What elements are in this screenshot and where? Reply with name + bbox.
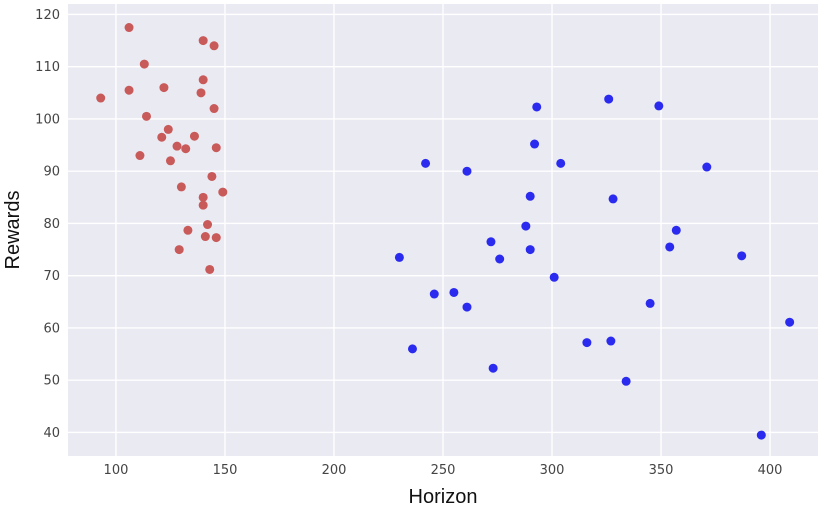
data-point-series-1	[218, 187, 228, 197]
y-tick-label: 70	[43, 269, 60, 284]
data-point-series-2	[462, 166, 472, 176]
y-axis-title: Rewards	[2, 191, 24, 270]
x-tick-label: 300	[540, 463, 565, 478]
data-point-series-1	[124, 85, 134, 95]
data-point-series-2	[407, 344, 417, 354]
data-point-series-1	[157, 132, 167, 142]
data-point-series-2	[525, 245, 535, 255]
x-tick-label: 200	[322, 463, 347, 478]
data-point-series-2	[495, 254, 505, 264]
data-point-series-2	[462, 302, 472, 312]
data-point-series-2	[604, 94, 614, 104]
data-point-series-1	[163, 124, 173, 134]
data-point-series-1	[135, 151, 145, 161]
data-point-series-2	[621, 376, 631, 386]
data-point-series-2	[654, 101, 664, 111]
data-point-series-1	[198, 36, 208, 46]
data-point-series-2	[737, 251, 747, 261]
data-point-series-1	[189, 131, 199, 141]
data-point-series-1	[211, 143, 221, 153]
data-point-series-1	[165, 156, 175, 166]
data-point-series-1	[172, 141, 182, 151]
y-tick-label: 120	[35, 8, 60, 23]
data-point-series-2	[606, 336, 616, 346]
data-point-series-1	[200, 232, 210, 242]
x-tick-label: 350	[649, 463, 674, 478]
data-point-series-1	[198, 200, 208, 210]
data-point-series-2	[785, 317, 795, 327]
y-tick-label: 90	[43, 165, 60, 180]
data-point-series-2	[429, 289, 439, 299]
x-tick-label: 150	[213, 463, 238, 478]
data-point-series-2	[671, 225, 681, 235]
data-point-series-2	[488, 363, 498, 373]
data-point-series-2	[549, 272, 559, 282]
data-point-series-1	[196, 88, 206, 98]
data-point-series-2	[756, 430, 766, 440]
x-axis-title: Horizon	[409, 486, 478, 507]
data-point-series-1	[159, 83, 169, 93]
y-tick-label: 60	[43, 321, 60, 336]
data-point-series-1	[198, 192, 208, 202]
data-point-series-2	[394, 252, 404, 262]
data-point-series-1	[183, 225, 193, 235]
data-point-series-2	[556, 158, 566, 168]
data-point-series-1	[211, 233, 221, 243]
data-point-series-1	[174, 245, 184, 255]
data-point-series-1	[139, 59, 149, 69]
data-point-series-2	[608, 194, 618, 204]
data-point-series-2	[645, 298, 655, 308]
data-point-series-2	[582, 338, 592, 348]
y-tick-label: 50	[43, 374, 60, 389]
data-point-series-1	[181, 144, 191, 154]
data-point-series-2	[702, 162, 712, 172]
data-point-series-1	[205, 264, 215, 274]
data-point-series-1	[141, 111, 151, 121]
data-point-series-1	[207, 171, 217, 181]
y-tick-label: 100	[35, 112, 60, 127]
x-tick-label: 400	[758, 463, 783, 478]
data-point-series-1	[198, 75, 208, 85]
data-point-series-2	[532, 102, 542, 112]
data-point-series-2	[525, 191, 535, 201]
y-tick-label: 40	[43, 426, 60, 441]
x-tick-label: 250	[431, 463, 456, 478]
data-point-series-1	[203, 220, 213, 230]
x-tick-label: 100	[104, 463, 129, 478]
data-point-series-1	[209, 104, 219, 114]
data-point-series-1	[124, 23, 134, 33]
data-point-series-2	[530, 139, 540, 149]
data-point-series-2	[486, 237, 496, 247]
data-point-series-1	[96, 93, 106, 103]
x-axis-ticks: 100 150 200 250 300 350 400	[104, 463, 783, 478]
y-tick-label: 110	[35, 60, 60, 75]
data-point-series-2	[449, 287, 459, 297]
data-point-series-2	[665, 242, 675, 252]
grid-lines	[68, 4, 818, 456]
y-tick-label: 80	[43, 217, 60, 232]
data-point-series-2	[421, 158, 431, 168]
data-point-series-1	[209, 41, 219, 51]
y-axis-ticks: 40 50 60 70 80 90 100 110 120	[35, 8, 60, 441]
data-point-series-2	[521, 221, 531, 231]
data-point-series-1	[176, 182, 186, 192]
data-points	[96, 23, 795, 440]
